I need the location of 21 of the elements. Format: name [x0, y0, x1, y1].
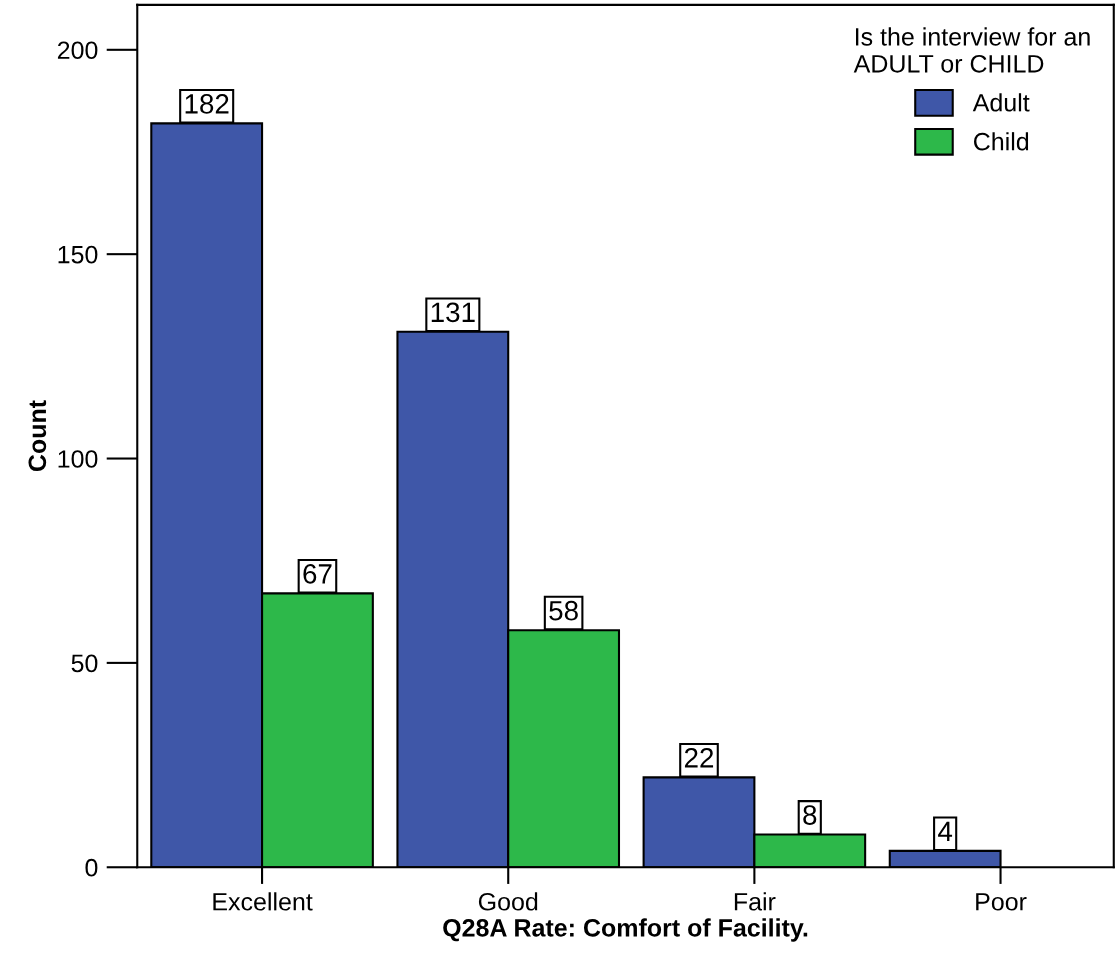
- data-label: 58: [549, 600, 578, 621]
- legend-title: Is the interview for an ADULT or CHILD: [853, 27, 1090, 73]
- data-label: 67: [303, 564, 332, 584]
- x-tick-label: Fair: [734, 892, 776, 911]
- data-label: 8: [803, 805, 817, 825]
- legend-label: Child: [974, 132, 1029, 151]
- y-tick-label: 50: [71, 654, 98, 673]
- data-label: 182: [185, 94, 229, 114]
- y-tick-label: 0: [85, 858, 98, 877]
- data-label: 4: [938, 821, 953, 841]
- x-axis-title: Q28A Rate: Comfort of Facility.: [443, 918, 808, 942]
- legend-label: Adult: [972, 93, 1030, 112]
- x-tick-label: Excellent: [213, 892, 313, 911]
- y-tick-label: 200: [57, 41, 98, 60]
- data-label: 22: [684, 748, 714, 768]
- y-tick-label: 100: [58, 450, 98, 468]
- x-tick-label: Good: [478, 892, 538, 911]
- x-tick-label: Poor: [976, 893, 1027, 911]
- y-tick-label: 150: [58, 245, 98, 264]
- data-label: 131: [431, 302, 475, 323]
- y-axis-title: Count: [28, 400, 47, 472]
